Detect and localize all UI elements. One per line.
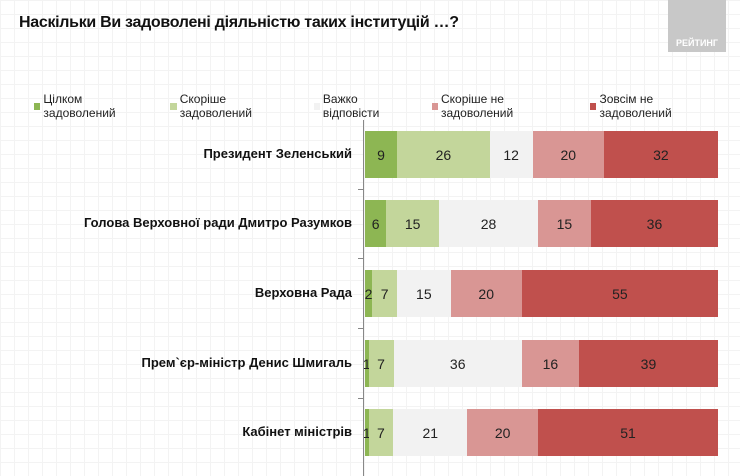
- logo: РЕЙТИНГ: [668, 0, 726, 52]
- data-label: 2: [364, 285, 373, 302]
- bar-segment: 9: [365, 131, 398, 178]
- data-label: 7: [380, 285, 389, 302]
- category-label: Президент Зеленський: [203, 146, 352, 161]
- bar-segment: 2: [365, 270, 372, 317]
- bar-segment: 20: [450, 270, 522, 317]
- bar-segment: 51: [537, 409, 718, 456]
- data-label: 12: [503, 146, 519, 163]
- data-label: 7: [377, 355, 385, 372]
- bar-segment: 36: [590, 200, 718, 247]
- data-label: 55: [612, 285, 628, 302]
- bar-segment: 1: [362, 409, 371, 456]
- legend-label: Зовсім не задоволений: [599, 92, 672, 120]
- bar-segment: 7: [368, 340, 394, 387]
- legend-swatch: [590, 102, 597, 110]
- axis-tick: [358, 189, 363, 190]
- bar-segment: 21: [393, 409, 468, 456]
- legend-swatch: [34, 102, 41, 110]
- data-label: 15: [404, 215, 421, 232]
- legend-label: Скоріше не задоволений: [440, 92, 514, 120]
- bar-segment: 15: [397, 270, 451, 317]
- legend-item: Скоріше не задоволений: [431, 92, 568, 120]
- bar-segment: 7: [368, 409, 394, 456]
- bar-segment: 39: [578, 340, 718, 387]
- data-label: 20: [560, 146, 577, 163]
- data-label: 32: [653, 146, 669, 163]
- category-label: Верховна Рада: [254, 285, 352, 300]
- axis-tick: [358, 328, 363, 329]
- category-label: Кабінет міністрів: [242, 424, 352, 439]
- legend-item: Скоріше задоволений: [170, 92, 291, 120]
- data-label: 26: [435, 146, 452, 163]
- bar-segment: 15: [537, 200, 591, 247]
- legend-label: Важко відповісти: [322, 92, 380, 120]
- data-label: 7: [376, 424, 385, 441]
- data-label: 20: [478, 285, 494, 302]
- legend-label: Скоріше задоволений: [179, 92, 252, 120]
- data-label: 16: [542, 355, 559, 372]
- data-label: 15: [556, 215, 573, 232]
- data-label: 15: [416, 285, 432, 302]
- bar-segment: 28: [439, 200, 538, 247]
- bar-segment: 20: [467, 409, 538, 456]
- data-label: 6: [371, 215, 380, 232]
- y-axis: [363, 120, 364, 476]
- legend-label: Цілком задоволений: [43, 92, 116, 120]
- bar-segment: 1: [362, 340, 371, 387]
- bar-segment: 55: [521, 270, 718, 317]
- axis-tick: [358, 398, 363, 399]
- data-label: 20: [494, 424, 511, 441]
- legend-swatch: [170, 102, 177, 110]
- legend-item: Важко відповісти: [313, 92, 410, 120]
- legend-swatch: [313, 102, 320, 110]
- data-label: 39: [640, 355, 657, 372]
- bar-segment: 15: [386, 200, 440, 247]
- legend-item: Зовсім не задоволений: [590, 92, 718, 120]
- bar-segment: 36: [393, 340, 522, 387]
- data-label: 21: [422, 424, 439, 441]
- bar-segment: 20: [532, 131, 604, 178]
- chart-title: Наскільки Ви задоволені діяльністю таких…: [19, 14, 459, 31]
- bar-segment: 26: [397, 131, 490, 178]
- data-label: 9: [377, 146, 385, 163]
- data-label: 1: [362, 424, 371, 441]
- legend-item: Цілком задоволений: [34, 92, 148, 120]
- data-label: 1: [362, 355, 371, 372]
- bar-segment: 7: [372, 270, 398, 317]
- bar-segment: 16: [521, 340, 579, 387]
- bar-segment: 12: [489, 131, 533, 178]
- category-label: Прем`єр-міністр Денис Шмигаль: [141, 355, 352, 370]
- bar-segment: 32: [603, 131, 718, 178]
- data-label: 51: [620, 424, 636, 441]
- data-label: 28: [480, 215, 497, 232]
- data-label: 36: [449, 355, 466, 372]
- legend: Цілком задоволений Скоріше задоволений Важ…: [34, 92, 740, 120]
- category-label: Голова Верховної ради Дмитро Разумков: [83, 215, 352, 230]
- axis-tick: [358, 258, 363, 259]
- bar-segment: 6: [365, 200, 387, 247]
- data-label: 36: [646, 215, 663, 232]
- legend-swatch: [431, 102, 438, 110]
